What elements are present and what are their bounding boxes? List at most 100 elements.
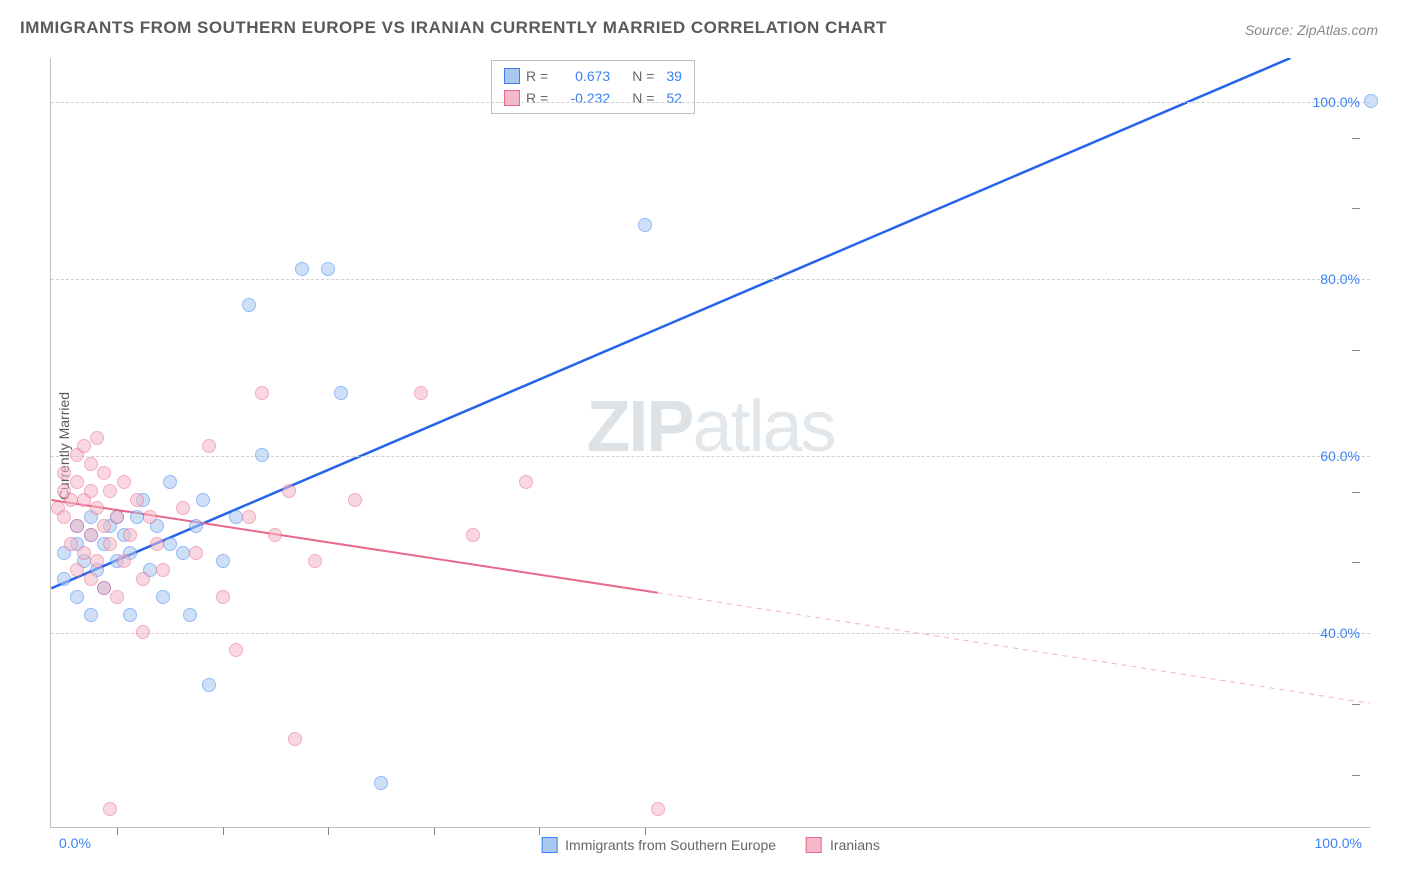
watermark-bold: ZIP: [586, 387, 692, 467]
x-tick-max: 100.0%: [1315, 835, 1362, 851]
correlation-legend: R =0.673N =39R =-0.232N =52: [491, 60, 695, 114]
legend-r-label: R =: [526, 90, 548, 106]
y-tick-label: 60.0%: [1320, 448, 1360, 464]
data-point: [136, 572, 150, 586]
legend-swatch: [504, 68, 520, 84]
data-point: [136, 625, 150, 639]
y-tick-label: 100.0%: [1313, 94, 1360, 110]
data-point: [651, 802, 665, 816]
data-point: [374, 776, 388, 790]
data-point: [97, 581, 111, 595]
data-point: [255, 448, 269, 462]
data-point: [84, 608, 98, 622]
legend-label: Iranians: [830, 837, 880, 853]
data-point: [268, 528, 282, 542]
data-point: [130, 493, 144, 507]
data-point: [70, 475, 84, 489]
data-point: [638, 218, 652, 232]
bottom-tick: [328, 827, 329, 835]
data-point: [70, 563, 84, 577]
data-point: [295, 262, 309, 276]
data-point: [123, 608, 137, 622]
data-point: [110, 510, 124, 524]
data-point: [123, 528, 137, 542]
data-point: [130, 510, 144, 524]
right-tick: [1352, 775, 1360, 776]
legend-n-label: N =: [632, 90, 654, 106]
bottom-tick: [117, 827, 118, 835]
bottom-tick: [539, 827, 540, 835]
data-point: [255, 386, 269, 400]
trendline: [658, 593, 1370, 703]
data-point: [156, 563, 170, 577]
right-tick: [1352, 138, 1360, 139]
gridline: [51, 456, 1370, 457]
legend-row: R = -0.232 N = 52: [504, 87, 682, 109]
data-point: [57, 466, 71, 480]
legend-label: Immigrants from Southern Europe: [565, 837, 776, 853]
bottom-tick: [223, 827, 224, 835]
legend-swatch: [806, 837, 822, 853]
data-point: [103, 537, 117, 551]
gridline: [51, 633, 1370, 634]
bottom-tick: [434, 827, 435, 835]
data-point: [519, 475, 533, 489]
data-point: [150, 537, 164, 551]
data-point: [84, 457, 98, 471]
data-point: [156, 590, 170, 604]
source-value: ZipAtlas.com: [1297, 22, 1378, 38]
legend-swatch: [504, 90, 520, 106]
data-point: [242, 510, 256, 524]
data-point: [117, 475, 131, 489]
source-attribution: Source: ZipAtlas.com: [1245, 22, 1378, 38]
data-point: [103, 484, 117, 498]
series-legend: Immigrants from Southern Europe Iranians: [541, 837, 880, 853]
y-tick-label: 40.0%: [1320, 625, 1360, 641]
data-point: [70, 519, 84, 533]
data-point: [288, 732, 302, 746]
right-tick: [1352, 208, 1360, 209]
legend-r-value: -0.232: [560, 90, 610, 106]
data-point: [64, 493, 78, 507]
data-point: [143, 510, 157, 524]
data-point: [189, 519, 203, 533]
data-point: [176, 501, 190, 515]
right-tick: [1352, 704, 1360, 705]
right-tick: [1352, 492, 1360, 493]
trendline: [51, 58, 1290, 588]
data-point: [97, 466, 111, 480]
data-point: [84, 572, 98, 586]
source-label: Source:: [1245, 22, 1293, 38]
watermark-light: atlas: [692, 387, 834, 467]
data-point: [77, 439, 91, 453]
data-point: [282, 484, 296, 498]
data-point: [242, 298, 256, 312]
data-point: [202, 439, 216, 453]
data-point: [90, 554, 104, 568]
data-point: [84, 528, 98, 542]
trendlines-layer: [51, 58, 1370, 827]
plot-area: ZIPatlas R =0.673N =39R =-0.232N =52 0.0…: [50, 58, 1370, 828]
legend-item: Immigrants from Southern Europe: [541, 837, 776, 853]
data-point: [414, 386, 428, 400]
legend-r-value: 0.673: [560, 68, 610, 84]
data-point: [334, 386, 348, 400]
data-point: [176, 546, 190, 560]
data-point: [163, 537, 177, 551]
legend-item: Iranians: [806, 837, 880, 853]
legend-n-label: N =: [632, 68, 654, 84]
data-point: [189, 546, 203, 560]
data-point: [57, 572, 71, 586]
data-point: [229, 643, 243, 657]
right-tick: [1352, 562, 1360, 563]
x-tick-min: 0.0%: [59, 835, 91, 851]
data-point: [64, 537, 78, 551]
data-point: [1364, 94, 1378, 108]
data-point: [97, 519, 111, 533]
legend-n-value: 52: [666, 90, 682, 106]
data-point: [196, 493, 210, 507]
data-point: [216, 554, 230, 568]
gridline: [51, 102, 1370, 103]
data-point: [183, 608, 197, 622]
data-point: [308, 554, 322, 568]
